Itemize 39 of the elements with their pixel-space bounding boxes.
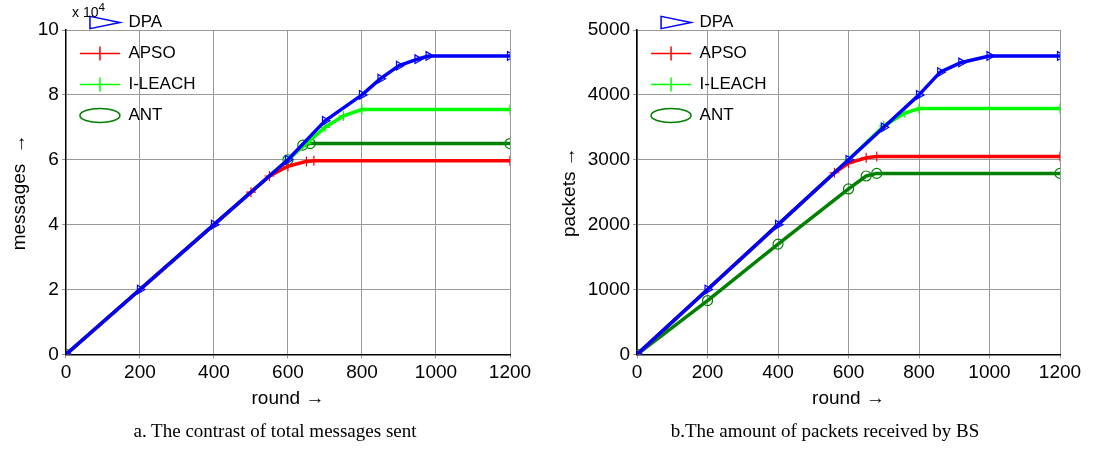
x-tick-label: 600 xyxy=(272,361,304,383)
legend-label: APSO xyxy=(128,43,176,63)
text: b.The amount of packets received by BS xyxy=(669,420,981,442)
y-tick-label: 0 xyxy=(619,342,631,364)
x-axis-title: round → xyxy=(251,386,325,408)
x-tick-label: 800 xyxy=(346,361,378,383)
x-axis-title: round → xyxy=(812,386,885,408)
legend-label: DPA xyxy=(128,12,163,32)
y-tick-label: 4000 xyxy=(587,83,631,105)
y-tick-label: 0 xyxy=(48,342,59,364)
x-tick-label: 200 xyxy=(124,361,156,383)
legend-label: I-LEACH xyxy=(128,74,196,94)
y-tick-label: 2000 xyxy=(587,212,631,234)
legend-label: I-LEACH xyxy=(699,74,767,94)
legend-label: ANT xyxy=(699,105,734,125)
legend-label: APSO xyxy=(699,43,747,63)
x-tick-label: 1200 xyxy=(488,361,532,383)
x-tick-label: 800 xyxy=(903,361,935,383)
legend-label: DPA xyxy=(699,12,734,32)
text: x 10$^{4}$ xyxy=(72,0,105,20)
y-tick-label: 5000 xyxy=(587,18,631,40)
x-tick-label: 200 xyxy=(691,361,724,383)
x-tick-label: 1000 xyxy=(414,361,458,383)
x-tick-label: 1200 xyxy=(1038,361,1082,383)
x-tick-label: 400 xyxy=(198,361,230,383)
x-tick-label: 1000 xyxy=(968,361,1011,383)
y-tick-label: 2 xyxy=(48,277,59,299)
y-tick-label: 10 xyxy=(37,18,59,40)
x-tick-label: 400 xyxy=(762,361,794,383)
x-tick-label: 600 xyxy=(832,361,865,383)
y-tick-label: 1000 xyxy=(587,277,631,299)
y-tick-label: 6 xyxy=(48,147,59,169)
y-tick-label: 8 xyxy=(48,83,59,105)
y-axis-title: messages → xyxy=(7,134,29,251)
text: a. The contrast of total messages sent xyxy=(132,420,418,442)
y-axis-title: packets → xyxy=(557,147,579,238)
legend-label: ANT xyxy=(128,105,163,125)
y-tick-label: 3000 xyxy=(587,147,631,169)
y-tick-label: 4 xyxy=(48,212,60,234)
